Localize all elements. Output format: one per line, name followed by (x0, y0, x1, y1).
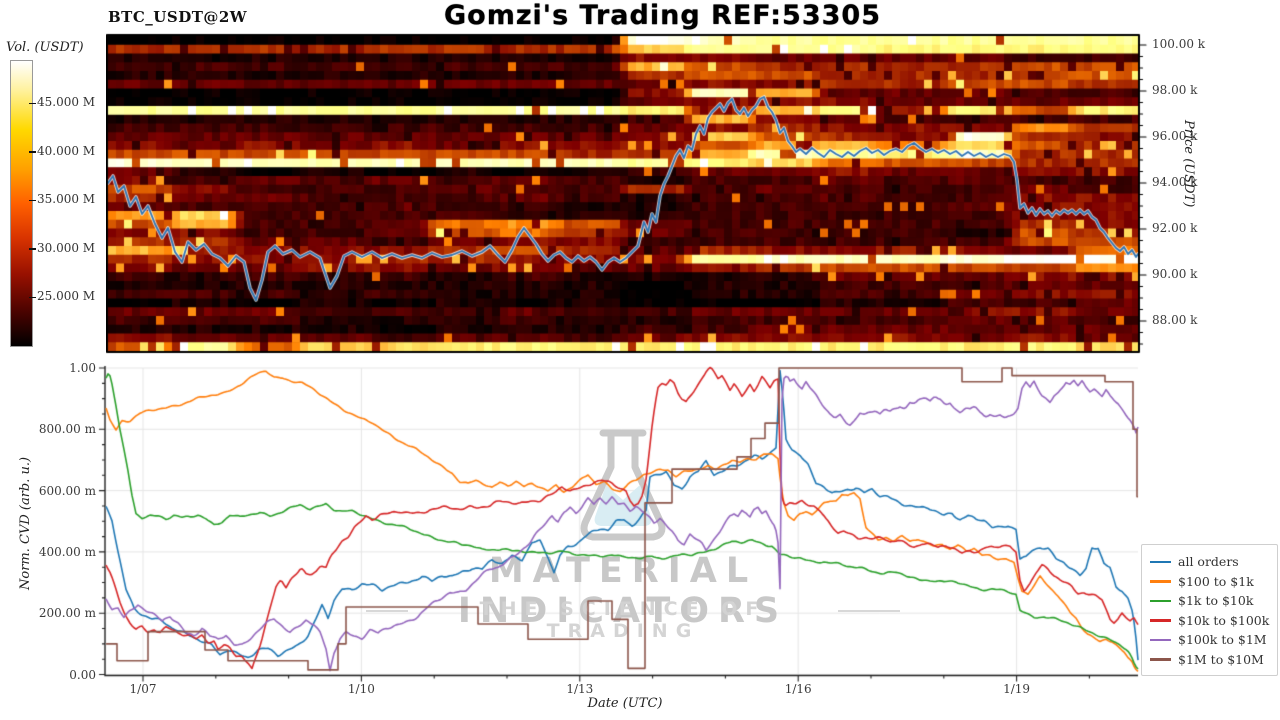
legend-item[interactable]: $1M to $10M (1150, 650, 1269, 670)
legend-item[interactable]: $10k to $100k (1150, 611, 1269, 631)
legend-item[interactable]: $100 to $1k (1150, 572, 1269, 592)
cvd-y-tick-label: 1.00 (69, 361, 96, 375)
cvd-x-tick-label: 1/10 (347, 682, 375, 696)
cvd-lines-canvas[interactable] (96, 360, 1140, 690)
colorbar-tick-label: 30.000 M (37, 240, 96, 255)
date-axis-label: Date (UTC) (587, 696, 663, 711)
colorbar-tick-label: 35.000 M (37, 192, 96, 206)
price-tick-label: 98.00 k (1152, 83, 1198, 97)
legend-swatch (1150, 658, 1171, 661)
legend-item[interactable]: all orders (1150, 552, 1269, 572)
colorbar-tick-mark (29, 102, 36, 104)
legend-swatch (1150, 619, 1171, 622)
legend-swatch (1150, 638, 1171, 641)
cvd-x-tick-label: 1/13 (566, 682, 594, 696)
price-axis-label: Price (USDT) (1181, 120, 1196, 208)
legend-label: $1k to $10k (1178, 593, 1254, 609)
cvd-y-axis-label: Norm. CVD (arb. u.) (18, 456, 33, 590)
price-tick-label: 94.00 k (1152, 175, 1198, 189)
legend-swatch (1150, 599, 1171, 602)
colorbar-tick-mark (29, 296, 36, 298)
price-tick-label: 88.00 k (1152, 313, 1198, 327)
legend-item[interactable]: $100k to $1M (1150, 630, 1269, 650)
heatmap-canvas[interactable] (106, 33, 1150, 354)
colorbar-tick-mark (29, 151, 36, 153)
cvd-y-tick-label: 800.00 m (38, 422, 96, 437)
cvd-y-tick-label: 200.00 m (38, 606, 96, 621)
colorbar-label: Vol. (USDT) (6, 40, 84, 55)
price-tick-label: 100.00 k (1152, 37, 1206, 51)
colorbar-tick-mark (29, 248, 36, 250)
price-tick-label: 96.00 k (1152, 129, 1198, 143)
cvd-x-tick-label: 1/07 (129, 682, 157, 696)
volume-colorbar (10, 60, 33, 347)
colorbar-tick-label: 45.000 M (37, 95, 96, 109)
legend-item[interactable]: $1k to $10k (1150, 591, 1269, 611)
cvd-y-tick-label: 600.00 m (38, 483, 96, 498)
price-tick-label: 92.00 k (1152, 221, 1198, 235)
legend-label: $100 to $1k (1178, 573, 1254, 589)
price-tick-label: 90.00 k (1152, 267, 1198, 281)
instrument-label: BTC_USDT@2W (108, 8, 248, 26)
legend-label: all orders (1178, 554, 1239, 570)
colorbar-tick-mark (29, 199, 36, 201)
legend-label: $10k to $100k (1178, 612, 1270, 628)
legend[interactable]: all orders $100 to $1k $1k to $10k $10k to … (1141, 544, 1278, 676)
cvd-x-tick-label: 1/19 (1003, 682, 1031, 696)
legend-swatch (1150, 580, 1171, 583)
legend-swatch (1150, 560, 1171, 563)
cvd-x-tick-label: 1/16 (784, 682, 812, 696)
colorbar-tick-label: 25.000 M (37, 289, 96, 303)
cvd-y-tick-label: 0.00 (69, 667, 96, 682)
page-title: Gomzi's Trading REF:53305 (443, 0, 881, 31)
cvd-y-tick-label: 400.00 m (38, 544, 96, 559)
colorbar-tick-label: 40.000 M (37, 143, 96, 158)
legend-label: $100k to $1M (1178, 632, 1267, 648)
legend-label: $1M to $10M (1178, 651, 1264, 667)
